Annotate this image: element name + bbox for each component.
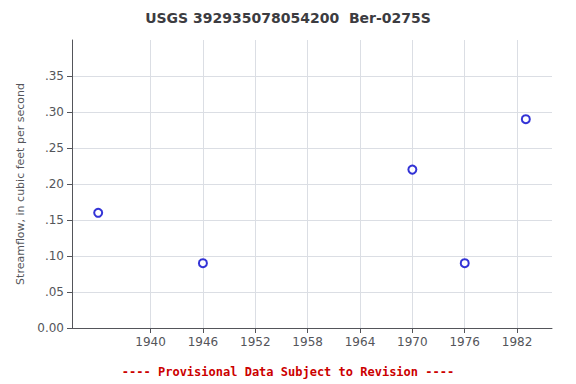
svg-text:1946: 1946 <box>188 335 219 349</box>
svg-text:.15: .15 <box>45 213 64 227</box>
svg-text:.30: .30 <box>45 105 64 119</box>
svg-text:.25: .25 <box>45 141 64 155</box>
svg-text:1964: 1964 <box>345 335 376 349</box>
svg-text:USGS 392935078054200 Ber-0275: USGS 392935078054200 Ber-0275S <box>145 10 431 26</box>
svg-text:.10: .10 <box>45 249 64 263</box>
svg-text:0.00: 0.00 <box>37 321 64 335</box>
svg-text:1982: 1982 <box>502 335 533 349</box>
svg-text:.05: .05 <box>45 285 64 299</box>
svg-text:1976: 1976 <box>449 335 480 349</box>
svg-text:1958: 1958 <box>292 335 323 349</box>
svg-text:.35: .35 <box>45 69 64 83</box>
svg-text:1970: 1970 <box>397 335 428 349</box>
svg-text:---- Provisional Data Subject: ---- Provisional Data Subject to Revisio… <box>122 365 454 379</box>
svg-text:1952: 1952 <box>240 335 271 349</box>
svg-text:.20: .20 <box>45 177 64 191</box>
svg-text:1940: 1940 <box>135 335 166 349</box>
svg-text:Streamflow, in cubic feet per: Streamflow, in cubic feet per second <box>14 83 27 285</box>
